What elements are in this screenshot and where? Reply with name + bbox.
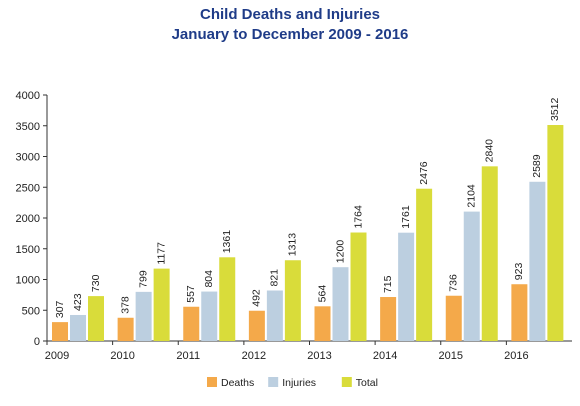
bar-total-2011 <box>219 257 236 341</box>
bar-total-2010 <box>153 268 170 341</box>
y-tick-label: 2500 <box>16 182 40 194</box>
value-label-injuries-2009: 423 <box>72 293 84 311</box>
bar-injuries-2015 <box>463 211 480 341</box>
bar-deaths-2014 <box>380 297 397 341</box>
bar-injuries-2012 <box>266 290 283 341</box>
value-label-total-2014: 2476 <box>418 161 430 185</box>
value-label-total-2016: 3512 <box>549 97 561 121</box>
bar-deaths-2012 <box>248 310 265 341</box>
value-label-deaths-2010: 378 <box>119 296 131 314</box>
y-tick-label: 1500 <box>16 244 40 256</box>
legend-swatch-injuries <box>268 377 279 387</box>
x-tick-label: 2016 <box>504 350 528 362</box>
bar-injuries-2013 <box>332 267 349 341</box>
value-label-total-2013: 1764 <box>352 205 364 229</box>
value-label-total-2011: 1361 <box>221 230 233 254</box>
value-label-deaths-2013: 564 <box>316 285 328 303</box>
value-label-total-2010: 1177 <box>155 242 167 265</box>
bar-total-2014 <box>416 188 433 341</box>
value-label-total-2015: 2840 <box>484 139 496 163</box>
bar-injuries-2010 <box>135 291 152 341</box>
bar-total-2013 <box>350 232 367 341</box>
bar-total-2015 <box>481 166 498 341</box>
value-label-total-2012: 1313 <box>287 233 299 257</box>
value-label-deaths-2009: 307 <box>54 300 66 318</box>
y-tick-label: 2000 <box>16 213 40 225</box>
value-label-total-2009: 730 <box>90 274 102 292</box>
value-label-injuries-2010: 799 <box>137 270 149 288</box>
bar-deaths-2013 <box>314 306 331 341</box>
chart-title: Child Deaths and Injuries <box>199 6 381 23</box>
bar-deaths-2010 <box>117 317 134 341</box>
value-label-injuries-2011: 804 <box>203 270 215 288</box>
x-tick-label: 2010 <box>110 350 134 362</box>
bar-deaths-2016 <box>511 284 528 341</box>
value-label-injuries-2013: 1200 <box>334 240 346 264</box>
bar-injuries-2011 <box>201 291 218 341</box>
y-tick-label: 3000 <box>16 152 40 164</box>
bar-total-2009 <box>88 296 104 341</box>
x-tick-label: 2015 <box>439 350 463 362</box>
value-label-deaths-2014: 715 <box>382 275 394 293</box>
bar-deaths-2009 <box>52 322 68 341</box>
bar-injuries-2009 <box>70 314 86 341</box>
bar-injuries-2014 <box>398 232 415 341</box>
y-tick-label: 500 <box>22 305 40 317</box>
y-tick-label: 3500 <box>16 121 40 133</box>
y-tick-label: 0 <box>34 336 40 348</box>
bar-deaths-2015 <box>445 295 462 341</box>
x-tick-label: 2014 <box>373 350 397 362</box>
x-tick-label: 2013 <box>307 350 331 362</box>
legend-label-injuries: Injuries <box>282 377 316 389</box>
x-tick-label: 2011 <box>176 350 200 362</box>
legend-label-total: Total <box>356 377 378 389</box>
value-label-injuries-2015: 2104 <box>466 184 478 208</box>
chart-subtitle: January to December 2009 - 2016 <box>171 26 409 43</box>
bar-total-2016 <box>547 125 564 342</box>
value-label-deaths-2011: 557 <box>185 285 197 303</box>
value-label-injuries-2014: 1761 <box>400 205 412 229</box>
value-label-deaths-2016: 923 <box>513 263 525 281</box>
y-tick-label: 1000 <box>16 275 40 287</box>
bar-injuries-2016 <box>529 181 546 341</box>
value-label-injuries-2012: 821 <box>269 269 281 287</box>
legend-swatch-deaths <box>207 377 217 387</box>
legend-label-deaths: Deaths <box>221 377 254 389</box>
bar-deaths-2011 <box>183 306 200 341</box>
y-tick-label: 4000 <box>16 90 40 102</box>
x-tick-label: 2012 <box>242 350 266 362</box>
value-label-injuries-2016: 2589 <box>531 154 543 178</box>
value-label-deaths-2015: 736 <box>448 274 460 292</box>
legend-swatch-total <box>341 377 352 387</box>
bar-total-2012 <box>284 260 301 341</box>
x-tick-label: 2009 <box>45 350 69 362</box>
value-label-deaths-2012: 492 <box>251 289 263 307</box>
